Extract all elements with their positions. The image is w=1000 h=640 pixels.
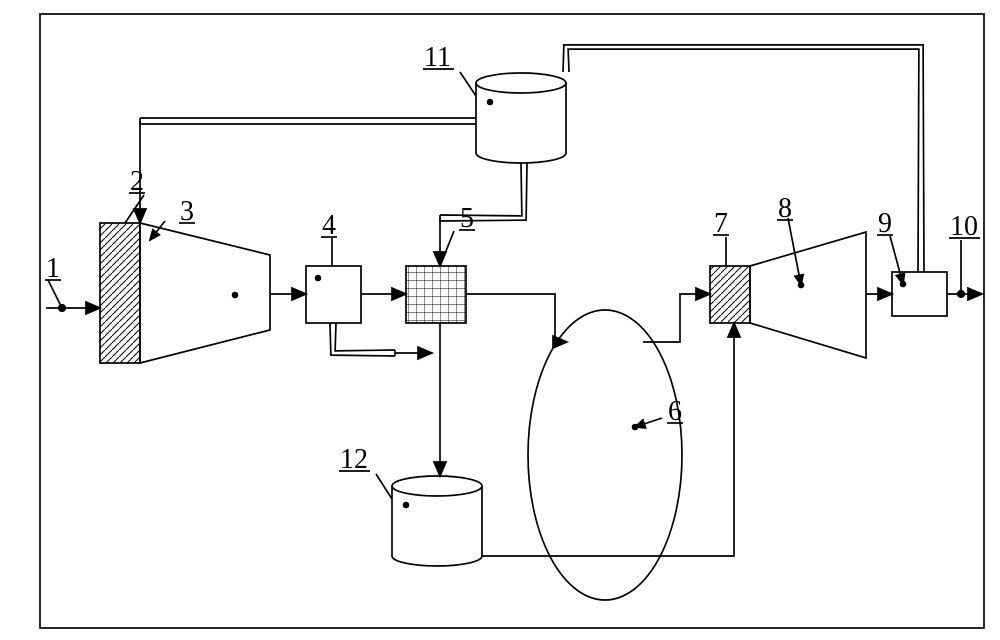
frame: [40, 14, 984, 628]
edge: [270, 288, 306, 300]
edge: [46, 302, 100, 314]
label-l7: 7: [713, 208, 729, 239]
label-l12: 12: [339, 444, 370, 475]
label-l4: 4: [321, 210, 337, 241]
label-l9: 9: [877, 208, 893, 239]
label-l6: 6: [667, 396, 683, 427]
node-n12: [376, 474, 482, 566]
node-n7: [710, 237, 750, 323]
label-l8: 8: [777, 193, 793, 224]
edge: [434, 163, 527, 266]
node-n3: [140, 223, 270, 363]
label-l3: 3: [179, 196, 195, 227]
edge: [643, 288, 710, 342]
edge: [866, 288, 892, 300]
edge: [330, 323, 432, 359]
node-n8: [750, 232, 866, 358]
edge: [947, 288, 982, 300]
label-l1: 1: [45, 253, 62, 308]
label-l5: 5: [459, 203, 475, 234]
edge: [482, 323, 740, 556]
node-n4: [306, 238, 361, 323]
edge: [635, 418, 662, 428]
edge: [434, 323, 446, 476]
edge: [466, 294, 567, 348]
node-n5: [406, 231, 466, 323]
node-n2: [100, 195, 144, 363]
label-l10: 10: [949, 211, 980, 293]
label-l2: 2: [129, 166, 145, 197]
edge: [361, 288, 406, 300]
edge: [150, 221, 165, 240]
label-l11: 11: [423, 42, 454, 73]
edge: [563, 45, 924, 272]
